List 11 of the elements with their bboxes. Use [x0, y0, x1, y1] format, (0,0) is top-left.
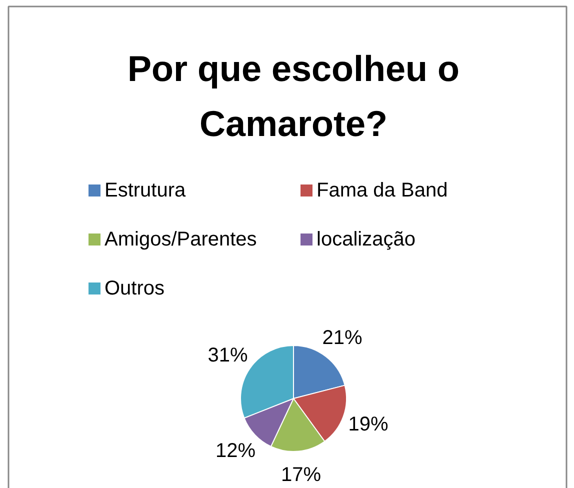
- legend-label: Amigos/Parentes: [104, 228, 257, 250]
- legend-label: localização: [316, 228, 416, 250]
- legend-label: Fama da Band: [316, 180, 448, 202]
- data-label: 12%: [216, 440, 256, 462]
- data-label: 21%: [322, 326, 362, 349]
- legend-label: Outros: [104, 278, 165, 300]
- data-label: 31%: [208, 344, 248, 366]
- data-label: 19%: [348, 414, 389, 436]
- chart-title: Por que escolheu o Camarote?: [127, 48, 460, 144]
- legend-label: Estrutura: [104, 180, 187, 202]
- data-label: 17%: [280, 464, 322, 486]
